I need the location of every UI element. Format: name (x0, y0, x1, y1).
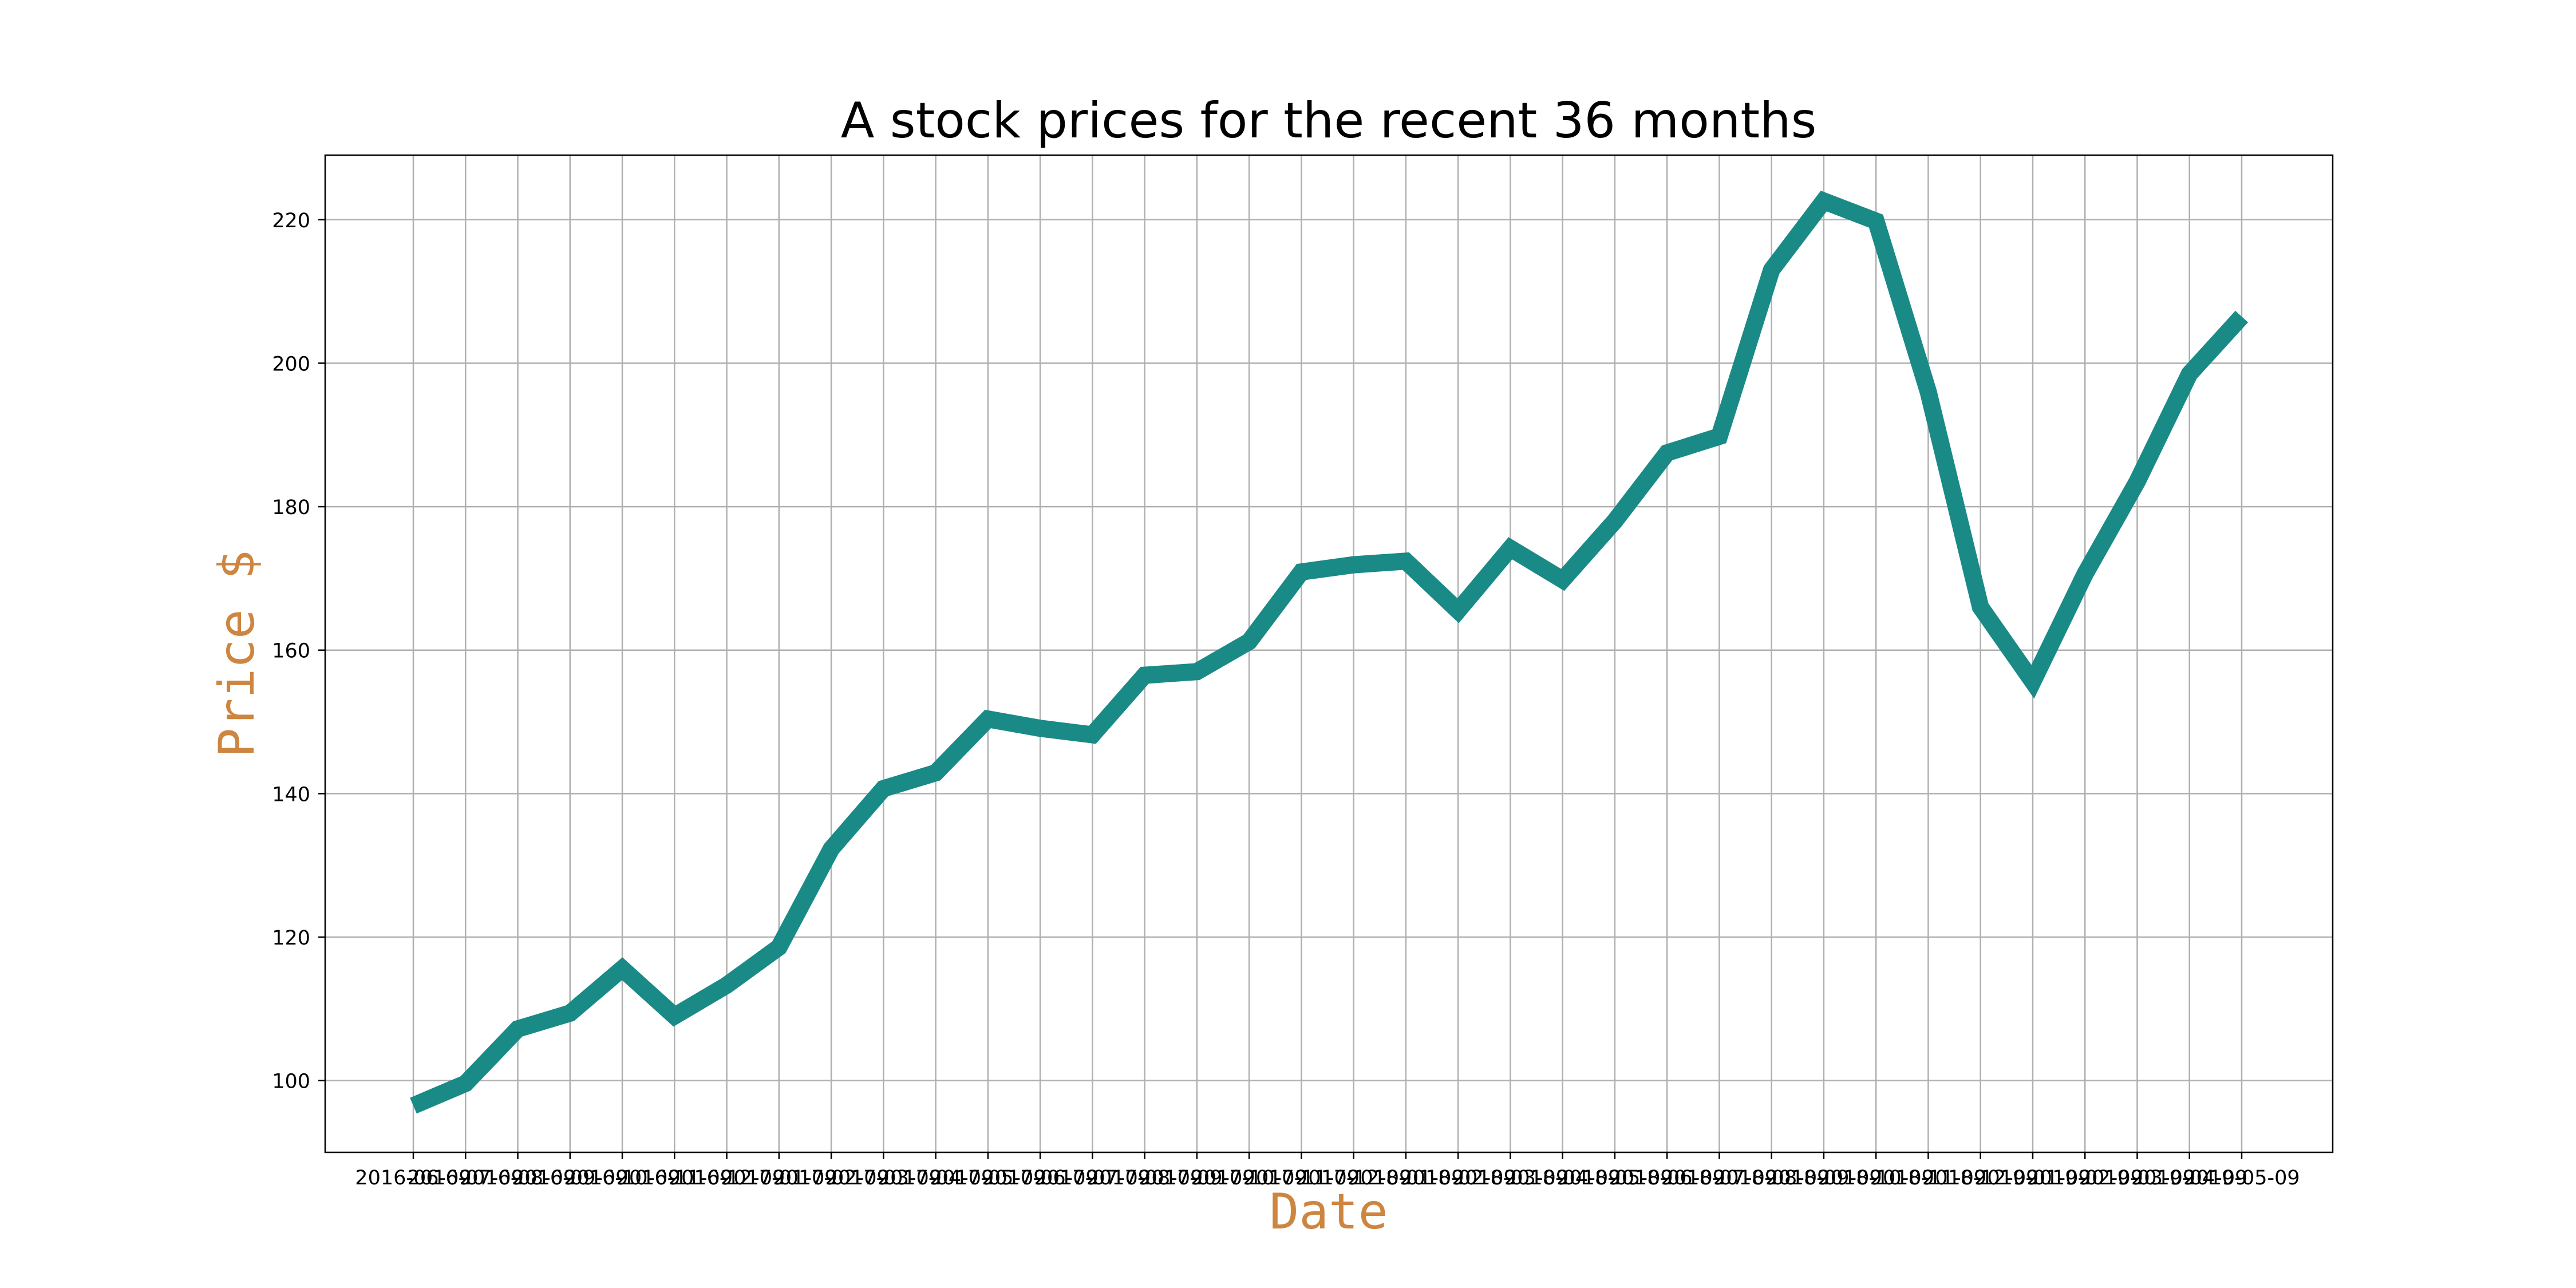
y-tick-label: 180 (272, 496, 310, 519)
x-tick-label: 2016-07-09 (408, 1167, 524, 1190)
x-tick-label: 2019-04-09 (2131, 1167, 2247, 1190)
y-tick-label: 140 (272, 783, 310, 806)
x-tick-label: 2019-01-09 (1974, 1167, 2091, 1190)
x-tick-label: 2018-12-09 (1922, 1167, 2038, 1190)
x-tick-label: 2017-12-09 (1295, 1167, 1412, 1190)
y-axis-ticks: 100 120 140 160 180 200 220 (272, 210, 325, 1093)
series-layer (410, 191, 2249, 1114)
x-tick-label: 2016-10-09 (564, 1167, 680, 1190)
x-axis-label: Date (1269, 1183, 1388, 1240)
x-tick-label: 2018-09-09 (1765, 1167, 1882, 1190)
x-tick-label: 2018-03-09 (1452, 1167, 1568, 1190)
x-tick-label: 2019-03-09 (2079, 1167, 2195, 1190)
x-tick-label: 2016-09-09 (512, 1167, 628, 1190)
x-tick-label: 2018-05-09 (1556, 1167, 1673, 1190)
x-tick-label: 2017-10-09 (1191, 1167, 1307, 1190)
x-tick-label: 2017-01-09 (721, 1167, 837, 1190)
x-tick-label: 2018-02-09 (1400, 1167, 1516, 1190)
x-tick-label: 2016-11-09 (617, 1167, 733, 1190)
x-tick-label: 2017-02-09 (773, 1167, 889, 1190)
x-tick-label: 2017-05-09 (930, 1167, 1046, 1190)
x-tick-label: 2018-08-09 (1713, 1167, 1830, 1190)
y-tick-label: 120 (272, 927, 310, 950)
x-tick-label: 2017-07-09 (1034, 1167, 1151, 1190)
x-tick-label: 2019-02-09 (2027, 1167, 2143, 1190)
y-tick-label: 200 (272, 353, 310, 376)
price-series-line (410, 191, 2249, 1114)
y-axis-label: Price $ (208, 550, 266, 757)
grid-lines (325, 155, 2333, 1152)
x-tick-label: 2018-11-09 (1870, 1167, 1986, 1190)
x-tick-label: 2016-12-09 (669, 1167, 785, 1190)
x-tick-label: 2017-09-09 (1139, 1167, 1255, 1190)
x-tick-label: 2018-04-09 (1504, 1167, 1621, 1190)
x-tick-label: 2018-07-09 (1661, 1167, 1777, 1190)
y-tick-label: 220 (272, 210, 310, 232)
x-tick-label: 2017-06-09 (982, 1167, 1098, 1190)
x-tick-label: 2017-08-09 (1086, 1167, 1203, 1190)
x-tick-label: 2018-06-09 (1609, 1167, 1725, 1190)
x-tick-label: 2018-10-09 (1818, 1167, 1934, 1190)
y-tick-label: 160 (272, 640, 310, 663)
x-tick-label: 2016-08-09 (460, 1167, 576, 1190)
x-tick-label: 2016-06-09 (355, 1167, 471, 1190)
x-tick-label: 2017-11-09 (1243, 1167, 1360, 1190)
y-tick-label: 100 (272, 1070, 310, 1093)
plot-frame (324, 154, 2334, 1153)
x-tick-label: 2019-05-09 (2183, 1167, 2300, 1190)
x-axis-ticks: 2016-06-092016-07-092016-08-092016-09-09… (355, 1152, 2300, 1190)
x-tick-label: 2018-01-09 (1348, 1167, 1464, 1190)
x-tick-label: 2017-03-09 (825, 1167, 942, 1190)
x-tick-label: 2017-04-09 (878, 1167, 994, 1190)
chart-title: A stock prices for the recent 36 months (841, 92, 1817, 149)
